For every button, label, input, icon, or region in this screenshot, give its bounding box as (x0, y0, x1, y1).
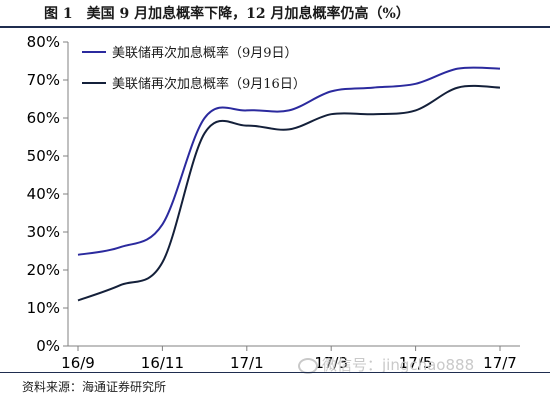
y-tick-label: 20% (27, 261, 60, 279)
figure-title: 图 1 美国 9 月加息概率下降，12 月加息概率仍高（%） (44, 6, 410, 22)
legend-label-1: 美联储再次加息概率（9月9日） (112, 45, 298, 61)
x-tick-label: 17/5 (399, 354, 433, 372)
source-note: 资料来源：海通证券研究所 (22, 380, 167, 394)
line-chart: 0% 10% 20% 30% 40% 50% 60% 70% 80% 16/9 16/11 17/1… (27, 33, 520, 372)
y-tick-label: 10% (27, 299, 60, 317)
legend-label-2: 美联储再次加息概率（9月16日） (112, 76, 306, 92)
y-tick-label: 40% (27, 185, 60, 203)
x-tick-label: 16/11 (141, 354, 184, 372)
y-tick-label: 70% (27, 71, 60, 89)
x-axis-ticks: 16/9 16/11 17/1 17/3 17/5 17/7 (61, 346, 517, 372)
footer-divider (0, 372, 550, 373)
y-tick-label: 30% (27, 223, 60, 241)
chart-series (77, 66, 501, 302)
series-line-2 (77, 84, 501, 302)
y-axis-ticks: 0% 10% 20% 30% 40% 50% 60% 70% 80% (27, 33, 68, 355)
y-tick-label: 50% (27, 147, 60, 165)
chart-legend: 美联储再次加息概率（9月9日） 美联储再次加息概率（9月16日） (82, 45, 306, 92)
x-tick-label: 17/1 (230, 354, 264, 372)
x-tick-label: 16/9 (61, 354, 95, 372)
x-tick-label: 17/7 (483, 354, 517, 372)
y-tick-label: 80% (27, 33, 60, 51)
series-line-1 (77, 66, 501, 256)
watermark-text: 微信号：jingchao888 (322, 356, 475, 374)
x-tick-label: 17/3 (314, 354, 348, 372)
y-tick-label: 0% (36, 337, 60, 355)
title-divider (0, 26, 550, 28)
figure-header: 图 1 美国 9 月加息概率下降，12 月加息概率仍高（%） (0, 0, 550, 26)
y-tick-label: 60% (27, 109, 60, 127)
